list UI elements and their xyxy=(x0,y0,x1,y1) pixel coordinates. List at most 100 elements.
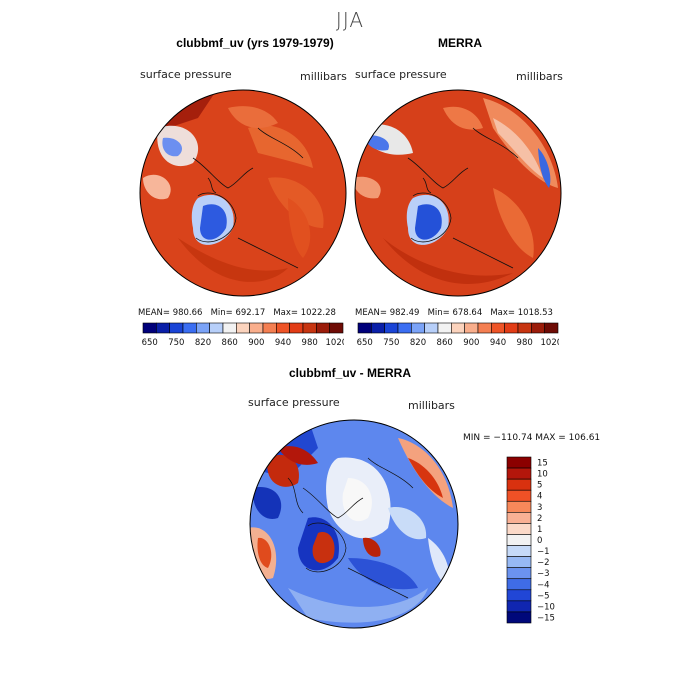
left-colorbar-tick: 1020 xyxy=(326,338,344,348)
right-mean-label: MEAN= xyxy=(355,308,387,318)
right-colorbar-box xyxy=(384,322,399,334)
diff-colorbar-box xyxy=(506,500,532,513)
right-colorbar-box xyxy=(491,322,505,334)
right-colorbar-tick: 940 xyxy=(490,338,506,348)
left-colorbar: 650 750 820 860 900 940 980 1020 xyxy=(142,322,344,348)
left-min-label: Min= xyxy=(210,308,233,318)
diff-minmax: MIN = −110.74 MAX = 106.61 xyxy=(463,433,601,443)
left-colorbar-box xyxy=(329,322,344,334)
diff-colorbar-tick: −3 xyxy=(537,569,550,579)
right-colorbar-tick: 900 xyxy=(463,338,479,348)
left-polar-map xyxy=(139,89,347,297)
left-colorbar-box xyxy=(302,322,317,334)
right-colorbar-box xyxy=(411,322,425,334)
left-colorbar-box xyxy=(196,322,210,334)
diff-colorbar-tick: −15 xyxy=(537,613,555,623)
left-colorbar-box xyxy=(209,322,224,334)
right-panel-title: MERRA xyxy=(438,36,482,50)
diff-colorbar-box xyxy=(506,467,532,480)
right-max-value: 1018.53 xyxy=(517,308,553,318)
right-polar-map xyxy=(354,89,562,297)
left-colorbar-box xyxy=(262,322,277,334)
diff-colorbar-tick: −5 xyxy=(537,591,550,601)
diff-colorbar-box xyxy=(506,589,532,602)
left-colorbar-tick: 820 xyxy=(195,338,211,348)
right-min-label: Min= xyxy=(427,308,450,318)
left-field-label: surface pressure xyxy=(140,68,232,81)
right-colorbar-box xyxy=(424,322,439,334)
diff-colorbar-tick: −1 xyxy=(537,547,550,557)
right-colorbar-box xyxy=(464,322,479,334)
left-colorbar-tick: 980 xyxy=(302,338,318,348)
diff-colorbar-box xyxy=(506,567,532,580)
diff-colorbar-tick: 4 xyxy=(537,492,542,502)
diff-colorbar-box xyxy=(506,556,532,568)
diff-colorbar-tick: 3 xyxy=(537,503,542,513)
diff-units-label: millibars xyxy=(408,399,455,412)
right-units-label: millibars xyxy=(516,70,563,83)
left-panel-title: clubbmf_uv (yrs 1979-1979) xyxy=(176,36,334,50)
right-colorbar-box xyxy=(477,322,492,334)
left-mean-value: 980.66 xyxy=(172,308,203,318)
right-colorbar-box xyxy=(531,322,545,334)
right-colorbar-box xyxy=(451,322,465,334)
diff-colorbar-tick: 10 xyxy=(537,470,548,480)
right-stats: MEAN= 982.49 Min= 678.64 Max= 1018.53 xyxy=(355,308,553,318)
right-colorbar-tick: 750 xyxy=(383,338,399,348)
left-colorbar-tick: 900 xyxy=(248,338,264,348)
diff-colorbar-box xyxy=(506,600,532,613)
diff-colorbar-tick: 1 xyxy=(537,525,542,535)
left-colorbar-box xyxy=(156,322,170,334)
diff-polar-map xyxy=(249,419,459,629)
right-colorbar: 650 750 820 860 900 940 980 1020 xyxy=(357,322,559,348)
left-mean-label: MEAN= xyxy=(138,308,170,318)
diff-panel-title: clubbmf_uv - MERRA xyxy=(288,366,411,380)
left-colorbar-box xyxy=(236,322,250,334)
left-colorbar-box xyxy=(182,322,197,334)
right-colorbar-box xyxy=(357,322,372,334)
diff-colorbar-tick: 2 xyxy=(537,514,542,524)
left-colorbar-box xyxy=(142,322,157,334)
diff-colorbar-box xyxy=(506,534,532,546)
left-units-label: millibars xyxy=(300,70,347,83)
left-colorbar-box xyxy=(169,322,184,334)
diff-colorbar-box xyxy=(506,512,532,524)
left-colorbar-tick: 940 xyxy=(275,338,291,348)
right-colorbar-tick: 820 xyxy=(410,338,426,348)
left-colorbar-box xyxy=(222,322,237,334)
diff-colorbar-tick: 5 xyxy=(537,481,542,491)
left-colorbar-tick: 650 xyxy=(142,338,158,348)
left-stats: MEAN= 980.66 Min= 692.17 Max= 1022.28 xyxy=(138,308,336,318)
right-colorbar-tick: 860 xyxy=(437,338,453,348)
diff-colorbar-tick: −10 xyxy=(537,602,555,612)
right-colorbar-box xyxy=(371,322,385,334)
diff-colorbar-box xyxy=(506,545,532,557)
right-colorbar-box xyxy=(544,322,559,334)
right-mean-value: 982.49 xyxy=(389,308,420,318)
right-field-label: surface pressure xyxy=(355,68,447,81)
diff-colorbar-box xyxy=(506,489,532,502)
diff-colorbar-tick: −4 xyxy=(537,580,550,590)
right-colorbar-box xyxy=(397,322,412,334)
left-colorbar-box xyxy=(249,322,264,334)
diff-field-label: surface pressure xyxy=(248,396,340,409)
diff-colorbar-box xyxy=(506,578,532,591)
diff-colorbar-tick: −2 xyxy=(537,558,550,568)
diff-colorbar-tick: 15 xyxy=(537,459,548,469)
left-colorbar-tick: 860 xyxy=(222,338,238,348)
right-colorbar-box xyxy=(517,322,532,334)
left-min-value: 692.17 xyxy=(235,308,266,318)
right-colorbar-box xyxy=(504,322,519,334)
right-colorbar-tick: 1020 xyxy=(541,338,559,348)
left-colorbar-box xyxy=(289,322,304,334)
season-title: JJA xyxy=(335,8,365,32)
left-max-label: Max= xyxy=(273,308,299,318)
left-colorbar-tick: 750 xyxy=(168,338,184,348)
diff-colorbar-box xyxy=(506,611,532,624)
right-colorbar-box xyxy=(437,322,452,334)
left-max-value: 1022.28 xyxy=(300,308,336,318)
diff-colorbar-tick: 0 xyxy=(537,536,542,546)
diff-colorbar-box xyxy=(506,523,532,535)
right-min-value: 678.64 xyxy=(452,308,483,318)
